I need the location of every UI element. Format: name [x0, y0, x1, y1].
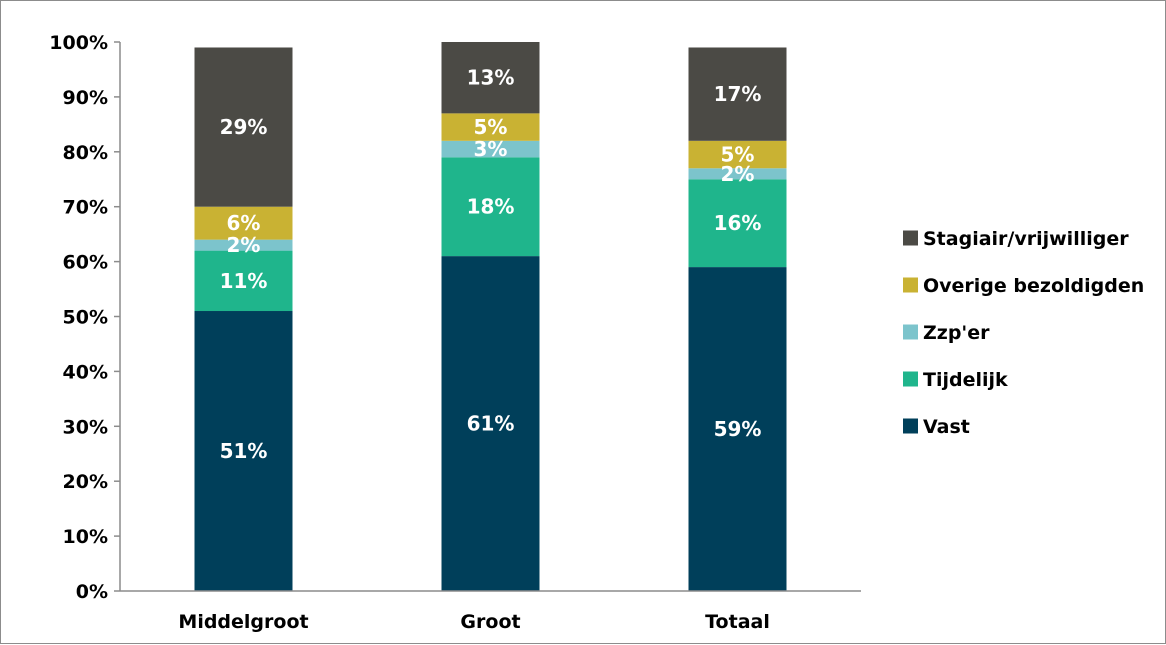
legend-label: Vast	[923, 416, 970, 438]
bar-segment	[688, 179, 787, 268]
legend-label: Zzp'er	[923, 322, 990, 344]
x-category-label: Totaal	[705, 611, 770, 633]
y-tick-label: 20%	[63, 471, 108, 493]
legend-swatch	[903, 324, 918, 340]
data-label: 11%	[220, 269, 268, 293]
bar-segment	[194, 311, 293, 591]
data-label: 17%	[714, 82, 762, 106]
y-tick-label: 10%	[63, 526, 108, 548]
y-tick-label: 90%	[63, 87, 108, 109]
data-label: 3%	[474, 137, 508, 161]
legend-label: Tijdelijk	[923, 369, 1008, 391]
x-category-label: Middelgroot	[178, 611, 308, 633]
data-label: 2%	[721, 162, 755, 186]
y-tick-label: 30%	[63, 416, 108, 438]
bar-segment	[688, 47, 787, 141]
y-tick-label: 70%	[63, 197, 108, 219]
bars: 51%11%2%6%29%61%18%3%5%13%59%16%2%5%17%	[194, 42, 787, 591]
bar-segment	[194, 206, 293, 240]
bar-segment	[441, 140, 540, 158]
data-label: 61%	[467, 412, 515, 436]
bar-segment	[194, 250, 293, 312]
legend-swatch	[903, 230, 918, 246]
bar-segment	[688, 267, 787, 591]
bar-segment	[688, 140, 787, 169]
bar-segment	[441, 113, 540, 141]
bar-segment	[441, 42, 540, 114]
y-tick-label: 50%	[63, 307, 108, 329]
data-label: 5%	[474, 115, 508, 139]
data-label: 6%	[227, 211, 261, 235]
legend-swatch	[903, 418, 918, 434]
legend-swatch	[903, 277, 918, 293]
data-label: 16%	[714, 211, 762, 235]
data-label: 2%	[227, 233, 261, 257]
data-label: 59%	[714, 417, 762, 441]
bar-segment	[194, 47, 293, 207]
y-tick-label: 40%	[63, 361, 108, 383]
bar-segment	[688, 168, 787, 180]
data-label: 29%	[220, 115, 268, 139]
y-tick-label: 100%	[49, 32, 108, 54]
bar-segment	[441, 157, 540, 257]
bar-segment	[194, 239, 293, 251]
legend-swatch	[903, 371, 918, 387]
data-label: 13%	[467, 66, 515, 90]
y-tick-label: 0%	[76, 581, 108, 603]
y-axis: 0% 10% 20% 30% 40% 50% 60% 70% 80% 90% 100%	[49, 32, 121, 603]
y-tick-label: 80%	[63, 142, 108, 164]
legend: Stagiair/vrijwilliger Overige bezoldigden…	[903, 228, 1144, 438]
data-label: 5%	[721, 143, 755, 167]
bar-segment	[441, 256, 540, 591]
x-axis: Middelgroot Groot Totaal	[120, 590, 861, 633]
data-label: 51%	[220, 439, 268, 463]
y-tick-label: 60%	[63, 252, 108, 274]
legend-label: Stagiair/vrijwilliger	[923, 228, 1129, 250]
legend-label: Overige bezoldigden	[923, 275, 1144, 297]
x-category-label: Groot	[460, 611, 520, 633]
data-label: 18%	[467, 195, 515, 219]
